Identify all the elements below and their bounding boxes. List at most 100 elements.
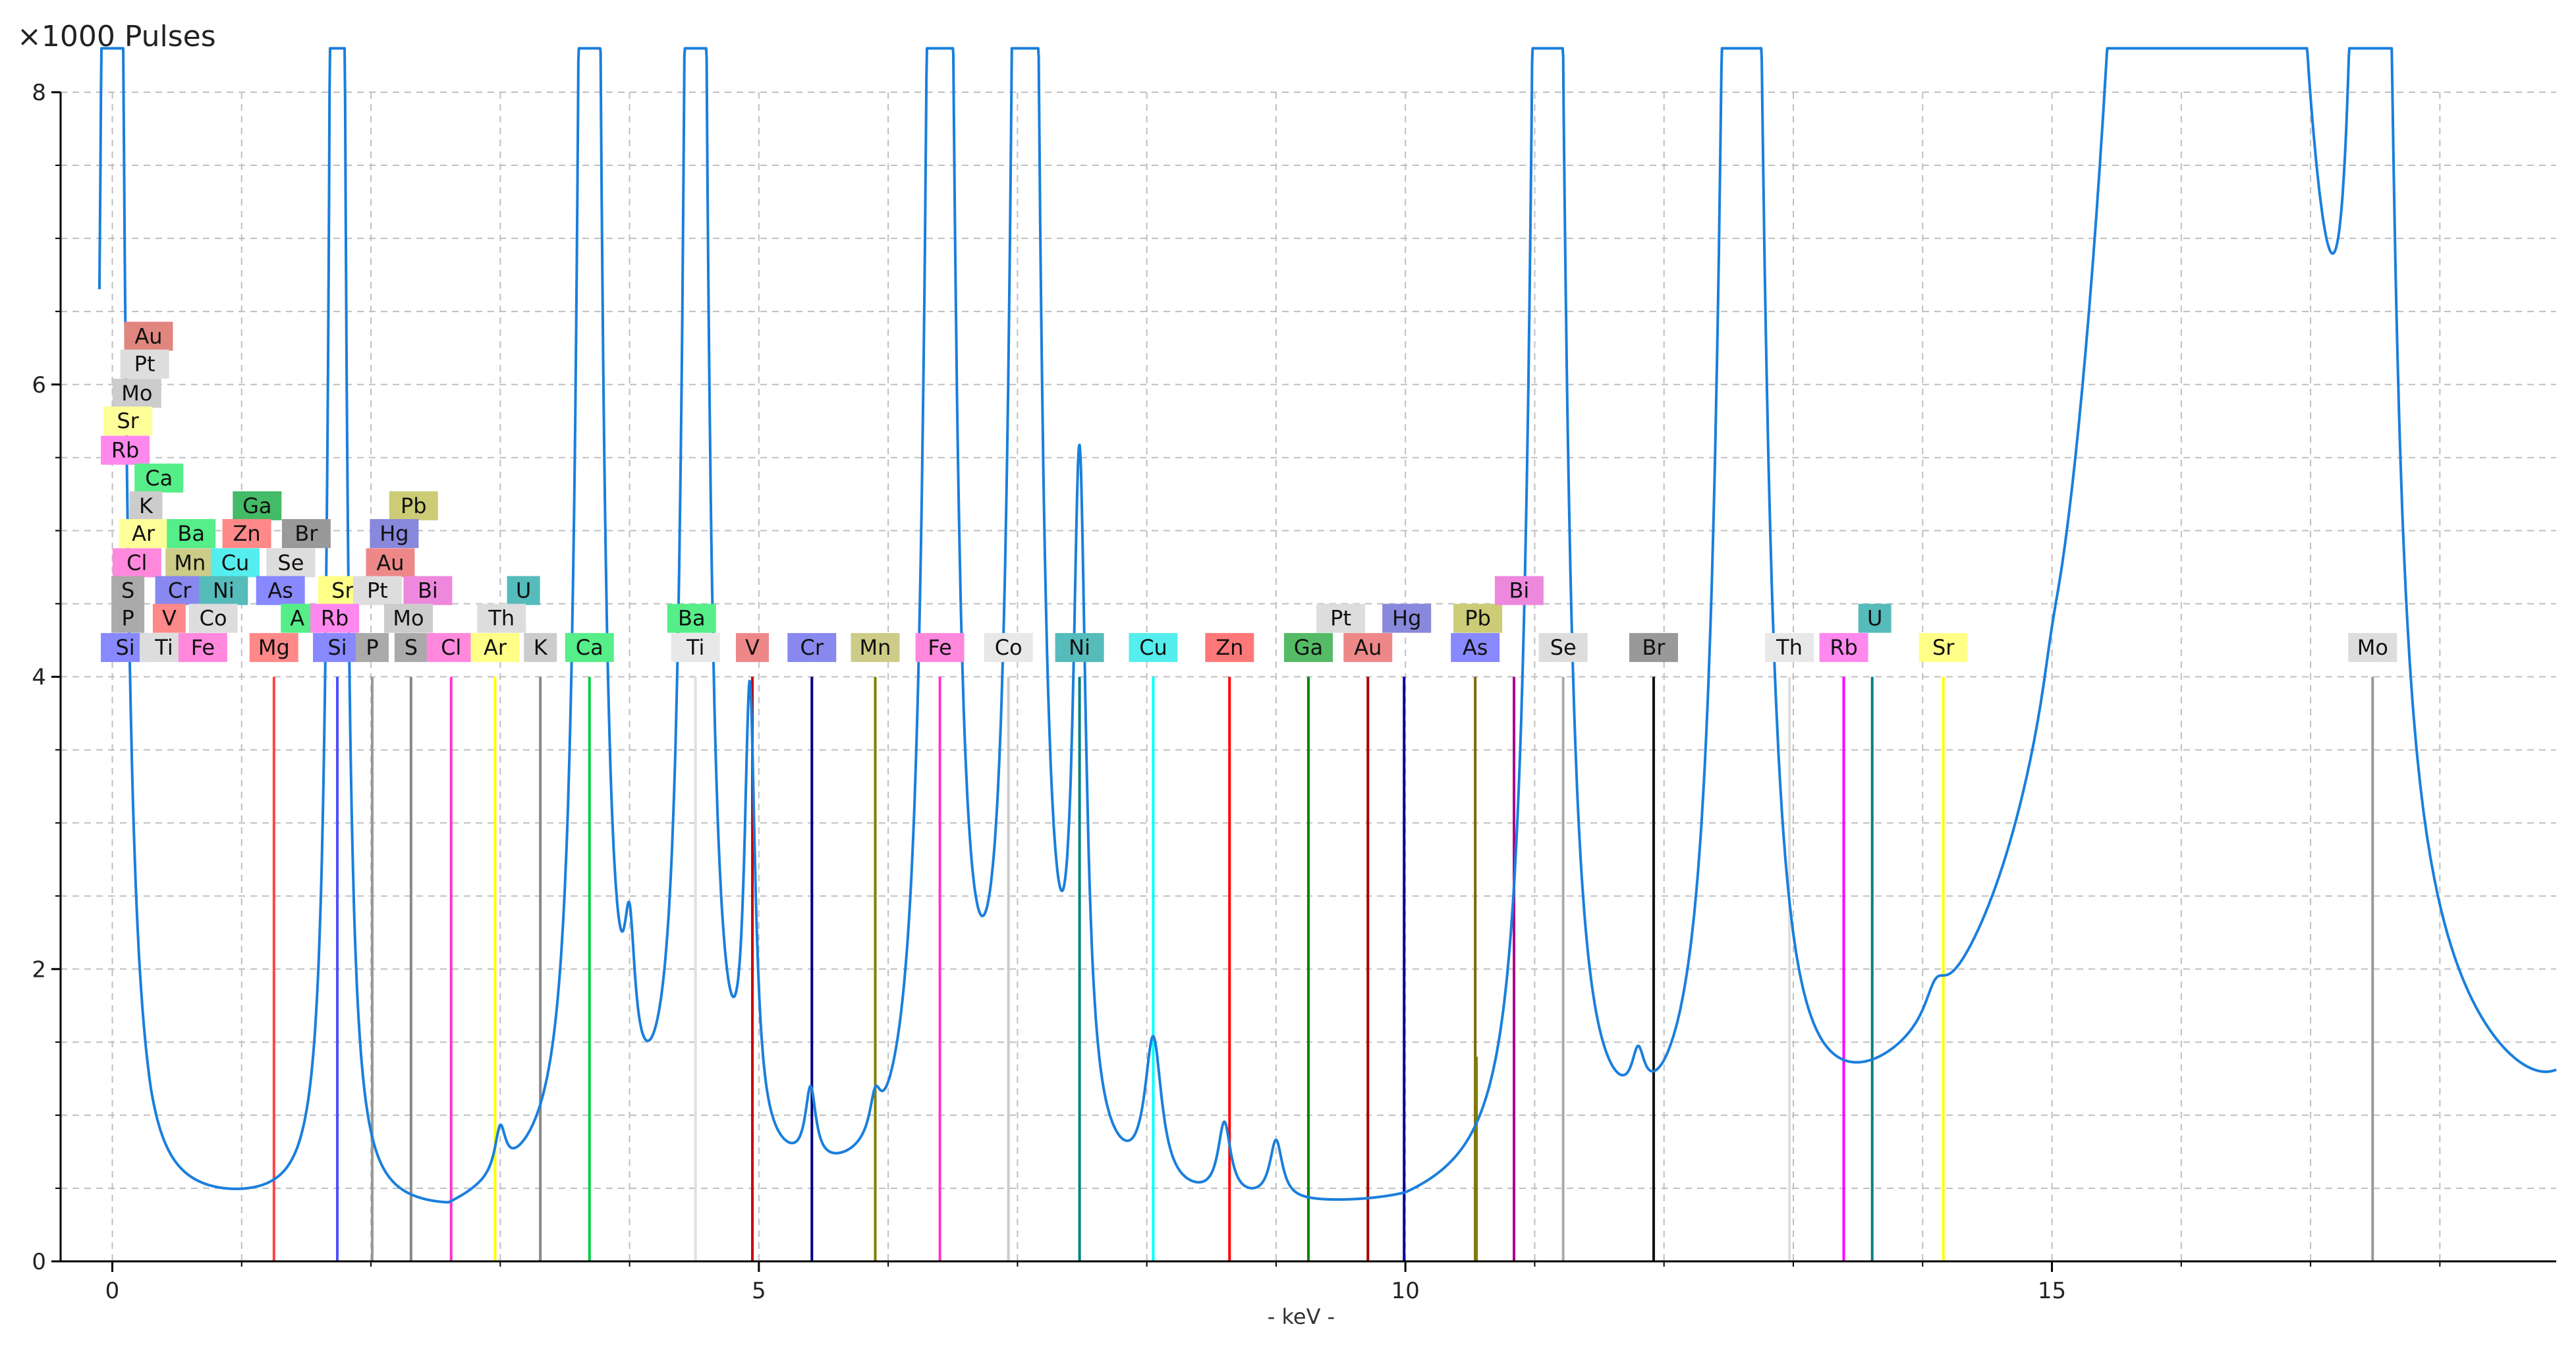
element-label-box <box>103 406 153 436</box>
element-label-ar: Ar <box>470 633 520 663</box>
element-label-box <box>667 603 716 633</box>
element-label-zn: Zn <box>1205 633 1254 663</box>
element-label-box <box>222 519 271 549</box>
element-label-box <box>736 633 769 663</box>
element-label-text: Hg <box>379 521 408 546</box>
element-label-au: Au <box>124 321 173 351</box>
element-label-bi: Bi <box>403 576 453 605</box>
element-label-box <box>129 491 163 520</box>
element-label-text: Mg <box>258 635 290 660</box>
element-label-box <box>384 603 433 633</box>
element-label-hg: Hg <box>370 519 419 549</box>
element-label-mo: Mo <box>112 379 161 408</box>
x-tick-label: 10 <box>1391 1278 1420 1304</box>
element-label-text: Cl <box>441 635 461 660</box>
element-label-box <box>2348 633 2397 663</box>
element-label-text: Mo <box>2357 635 2388 660</box>
element-label-text: Cu <box>1139 635 1167 660</box>
element-label-text: S <box>405 635 418 660</box>
element-label-box <box>1343 633 1393 663</box>
element-label-box <box>119 519 168 549</box>
y-tick-label: 8 <box>32 80 46 106</box>
element-label-box <box>199 576 248 605</box>
element-label-box <box>165 548 215 578</box>
element-label-fe: Fe <box>915 633 965 663</box>
y-tick-label: 4 <box>32 665 46 691</box>
element-label-text: Rb <box>111 438 140 463</box>
element-label-box <box>403 576 453 605</box>
element-label-text: V <box>162 606 177 631</box>
element-label-box <box>366 548 415 578</box>
element-label-text: Ba <box>678 606 706 631</box>
element-label-box <box>851 633 900 663</box>
element-label-cr: Cr <box>155 576 204 605</box>
element-label-text: U <box>1867 606 1882 631</box>
element-label-box <box>178 633 227 663</box>
element-label-text: Mn <box>860 635 891 660</box>
element-label-text: Au <box>134 324 162 349</box>
element-label-rb: Rb <box>101 435 150 465</box>
element-label-box <box>1629 633 1678 663</box>
element-label-text: Ga <box>1294 635 1323 660</box>
y-tick-label: 6 <box>32 372 46 398</box>
element-label-mo: Mo <box>384 603 433 633</box>
x-axis-title: - keV - <box>1268 1304 1335 1329</box>
element-label-box <box>1765 633 1814 663</box>
element-label-mn: Mn <box>851 633 900 663</box>
element-label-box <box>426 633 476 663</box>
element-label-ga: Ga <box>1284 633 1333 663</box>
spectrum <box>98 47 2558 1204</box>
element-label-text: Bi <box>418 578 438 603</box>
element-label-text: Ti <box>686 635 704 660</box>
element-label-text: Se <box>1550 635 1577 660</box>
element-label-text: Br <box>1642 635 1666 660</box>
element-label-box <box>1382 603 1432 633</box>
element-label-text: Si <box>115 635 134 660</box>
element-label-box <box>111 576 145 605</box>
element-label-s: S <box>111 576 145 605</box>
element-label-box <box>266 548 316 578</box>
element-label-box <box>281 603 314 633</box>
element-label-cl: Cl <box>426 633 476 663</box>
element-label-box <box>1451 633 1500 663</box>
element-label-text: A <box>290 606 304 631</box>
element-label-text: Sr <box>1932 635 1955 660</box>
element-label-ga: Ga <box>233 491 282 520</box>
element-label-rb: Rb <box>310 603 360 633</box>
element-label-text: Sr <box>331 578 354 603</box>
element-label-text: Th <box>1776 635 1803 660</box>
element-label-text: Co <box>995 635 1022 660</box>
element-label-au: Au <box>1343 633 1393 663</box>
element-label-text: Pt <box>134 352 155 377</box>
element-label-box <box>565 633 614 663</box>
element-label-text: Mo <box>121 381 152 406</box>
y-tick-label: 0 <box>32 1249 46 1275</box>
element-label-box <box>1453 603 1503 633</box>
element-label-box <box>124 321 173 351</box>
element-lines <box>272 676 2374 1261</box>
element-label-ca: Ca <box>134 463 184 493</box>
element-label-box <box>1538 633 1588 663</box>
element-label-box <box>281 519 331 549</box>
element-label-se: Se <box>1538 633 1588 663</box>
element-label-ba: Ba <box>167 519 216 549</box>
element-label-mg: Mg <box>249 633 298 663</box>
element-label-text: K <box>139 493 154 518</box>
element-label-mo: Mo <box>2348 633 2397 663</box>
element-label-box <box>313 633 362 663</box>
element-label-box <box>1494 576 1544 605</box>
element-label-u: U <box>1858 603 1891 633</box>
element-label-text: V <box>745 635 760 660</box>
element-label-box <box>389 491 438 520</box>
element-label-text: Cr <box>800 635 824 660</box>
element-label-box <box>477 603 526 633</box>
element-label-text: Pt <box>1330 606 1351 631</box>
element-label-box <box>111 603 145 633</box>
element-label-text: U <box>516 578 531 603</box>
element-label-text: Br <box>294 521 318 546</box>
element-label-zn: Zn <box>222 519 271 549</box>
element-label-text: Ca <box>576 635 603 660</box>
